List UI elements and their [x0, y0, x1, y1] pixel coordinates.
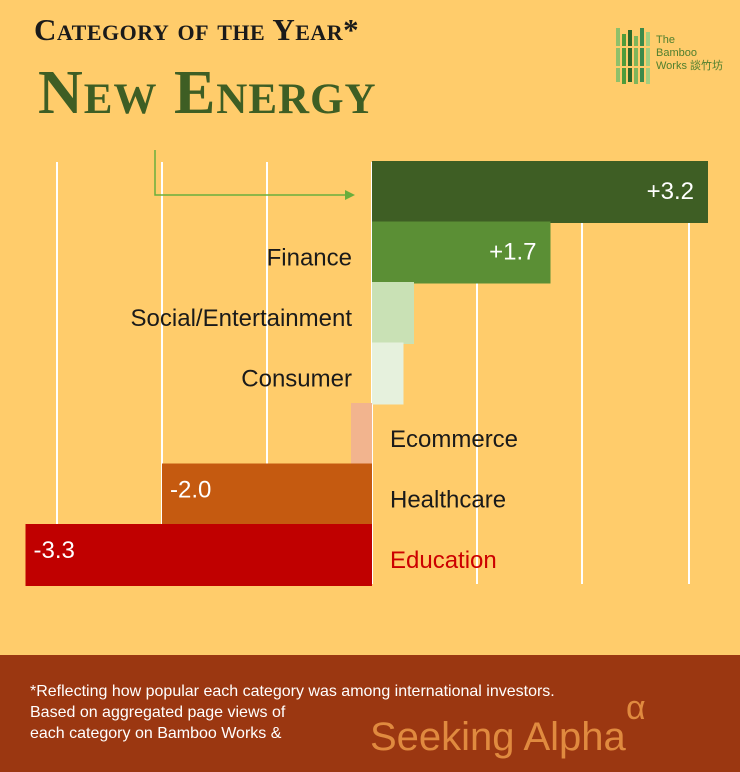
- bar-finance: [372, 221, 551, 284]
- logo-line-1: The: [656, 34, 675, 46]
- data-label: -3.3: [34, 537, 75, 564]
- headline: Category of the Year*: [34, 12, 360, 47]
- logo-line-2: Bamboo: [656, 47, 697, 59]
- seeking-alpha-wordmark: Seeking Alpha: [370, 715, 626, 759]
- bar-new-energy: [372, 161, 708, 223]
- seeking-alpha-logo: Seeking Alpha α: [370, 689, 646, 760]
- bar-consumer: [372, 342, 404, 405]
- footer: *Reflecting how popular each category wa…: [0, 655, 740, 772]
- logo-wordmark: The Bamboo Works 談竹坊: [656, 34, 736, 73]
- data-label: -2.0: [170, 477, 211, 504]
- category-label: Finance: [267, 245, 352, 272]
- bar-social-entertainment: [372, 282, 414, 344]
- logo-chinese: 談竹坊: [690, 60, 724, 72]
- footnote: *Reflecting how popular each category wa…: [30, 681, 720, 744]
- category-label: Healthcare: [390, 487, 506, 514]
- footnote-line-3: each category on Bamboo Works &: [30, 725, 282, 742]
- category-label: Social/Entertainment: [131, 305, 353, 332]
- bar-healthcare: [162, 463, 372, 526]
- category-label: Ecommerce: [390, 426, 518, 453]
- bar-ecommerce: [351, 403, 372, 465]
- pointer-arrow-head: [345, 190, 355, 200]
- footnote-line-1: *Reflecting how popular each category wa…: [30, 683, 555, 700]
- data-label: +1.7: [489, 239, 536, 266]
- bar-education: [25, 524, 372, 586]
- category-label: Consumer: [241, 366, 352, 393]
- winner-title: New Energy: [38, 59, 377, 127]
- alpha-icon: α: [626, 689, 646, 727]
- footnote-line-2: Based on aggregated page views of: [30, 704, 286, 721]
- pointer-arrow-line: [154, 150, 348, 196]
- bamboo-works-logo: The Bamboo Works 談竹坊: [614, 28, 734, 88]
- category-label: Education: [390, 547, 497, 574]
- bar-chart: +3.2 Finance +1.7 Social/Entertainment Consu…: [25, 150, 708, 586]
- logo-line-3: Works: [656, 60, 687, 72]
- data-label: +3.2: [647, 178, 694, 205]
- bamboo-icon: [616, 28, 650, 84]
